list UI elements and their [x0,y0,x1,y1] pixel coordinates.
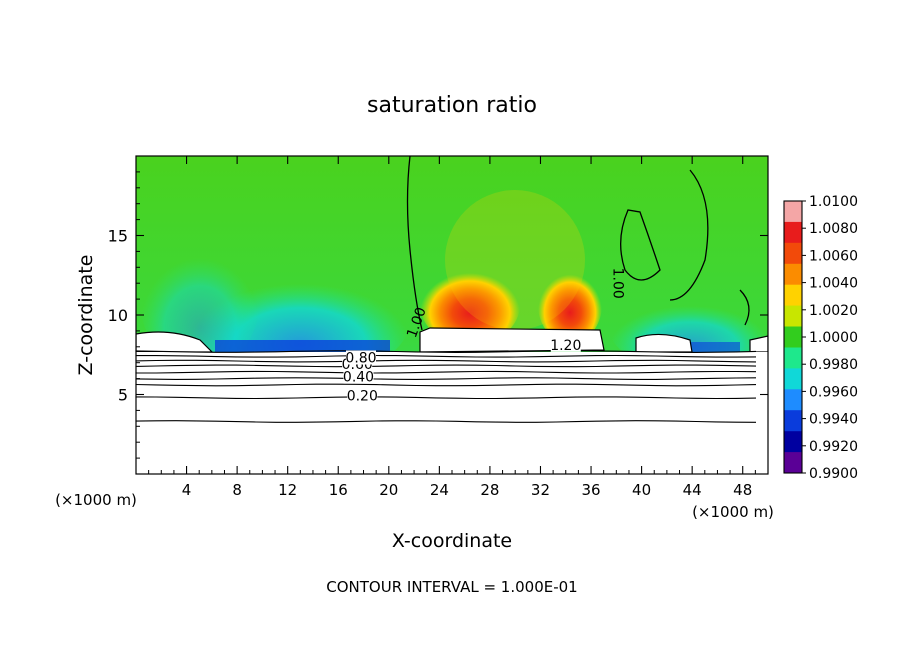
x-tick-label: 8 [232,481,242,499]
contour-line-1-00 [669,169,709,301]
contour-line [135,350,757,353]
x-unit-right: (×1000 m) [692,503,774,521]
colorbar-swatch [784,221,802,244]
colorbar-label: 1.0080 [809,221,858,237]
contour-line [135,420,757,423]
colorbar-swatch [784,368,802,390]
x-axis-label: X-coordinate [392,530,512,552]
contour-line [135,396,757,400]
contour-line [135,370,757,374]
contour-label: 1.20 [550,338,581,354]
contour-lines [135,350,757,423]
colorbar-swatch [784,452,802,474]
colorbar-label: 1.0000 [809,330,858,346]
supersaturated-core [538,267,602,343]
x-tick-label: 28 [480,481,499,499]
colorbar-label: 1.0020 [809,303,858,319]
lower-region [136,352,768,474]
y-tick-label: 15 [108,227,128,246]
colorbar-swatch [784,263,802,286]
contour-labels: 0.200.400.600.801.201.001.00 [342,268,626,405]
contour-line [135,377,757,380]
x-tick-label: 4 [182,481,192,499]
x-tick-label: 40 [632,481,651,499]
contour-line [135,354,757,358]
colorbar-label: 0.9900 [809,466,858,482]
colorbar-swatch [784,201,802,223]
contour-label: 0.20 [347,389,378,405]
x-axis-ticks: 4 8 12 16 20 24 28 32 36 40 44 48 [148,156,756,499]
colorbar-label: 0.9960 [809,384,858,400]
supersaturated-core [420,265,520,345]
contour-label-bg [343,369,374,384]
x-tick-label: 12 [278,481,297,499]
x-unit-left: (×1000 m) [55,491,137,509]
contour-label: 0.40 [343,370,374,386]
contour-label: 1.00 [609,268,625,299]
y-tick-label: 5 [118,386,128,405]
colorbar-swatch [784,389,802,411]
contour-line-1-00 [620,209,661,281]
dry-strip [680,342,740,352]
colorbar-swatch [784,284,802,307]
colorbar [783,200,803,474]
colorbar-label: 0.9980 [809,357,858,373]
contour-label-bg [346,350,376,365]
colorbar-swatch [784,242,802,265]
x-tick-label: 48 [733,481,752,499]
colorbar-label: 1.0060 [809,248,858,264]
colorbar-labels: 1.0100 1.0080 1.0060 1.0040 1.0020 1.0000 0.99… [802,194,858,482]
x-tick-label: 20 [379,481,398,499]
cloud-region [635,333,693,353]
contour-line-1-00 [739,289,750,326]
contour-label: 0.80 [345,351,376,367]
contour-line [135,383,757,387]
contour-label-bg [550,337,581,352]
chart-title: saturation ratio [367,93,537,118]
x-tick-label: 16 [329,481,348,499]
contour-line [135,364,757,368]
contour-label-bg [347,388,378,403]
cloud-region [749,335,768,353]
mild-supersaturation [445,190,585,330]
plot-field [136,156,768,474]
y-axis-ticks: 5 10 15 [108,171,768,459]
colorbar-swatch [784,410,802,432]
colorbar-swatch [784,305,802,327]
contour-line-1-00 [406,156,423,331]
colorbar-swatch [784,326,802,348]
x-tick-label: 36 [581,481,600,499]
x-tick-label: 24 [430,481,449,499]
colorbar-label: 1.0100 [809,194,858,210]
colorbar-label: 1.0040 [809,276,858,292]
cloud-region [136,331,214,353]
x-tick-label: 44 [683,481,702,499]
colorbar-label: 0.9940 [809,412,858,428]
contour-interval-note: CONTOUR INTERVAL = 1.000E-01 [326,578,577,596]
colorbar-swatch [784,347,802,369]
y-axis-label: Z-coordinate [75,255,97,376]
y-tick-label: 10 [108,306,128,325]
colorbar-swatch [784,431,802,453]
contour-line [135,359,757,363]
x-tick-label: 32 [531,481,550,499]
colorbar-label: 0.9920 [809,439,858,455]
